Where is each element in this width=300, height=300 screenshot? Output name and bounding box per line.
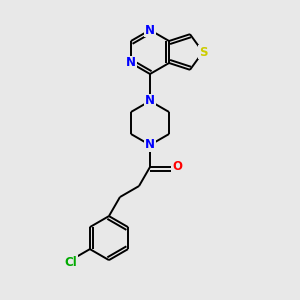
Text: Cl: Cl — [64, 256, 77, 269]
Text: O: O — [172, 160, 182, 173]
Text: N: N — [145, 23, 155, 37]
Text: S: S — [199, 46, 207, 59]
Text: N: N — [145, 94, 155, 107]
Text: N: N — [126, 56, 136, 70]
Text: N: N — [145, 139, 155, 152]
